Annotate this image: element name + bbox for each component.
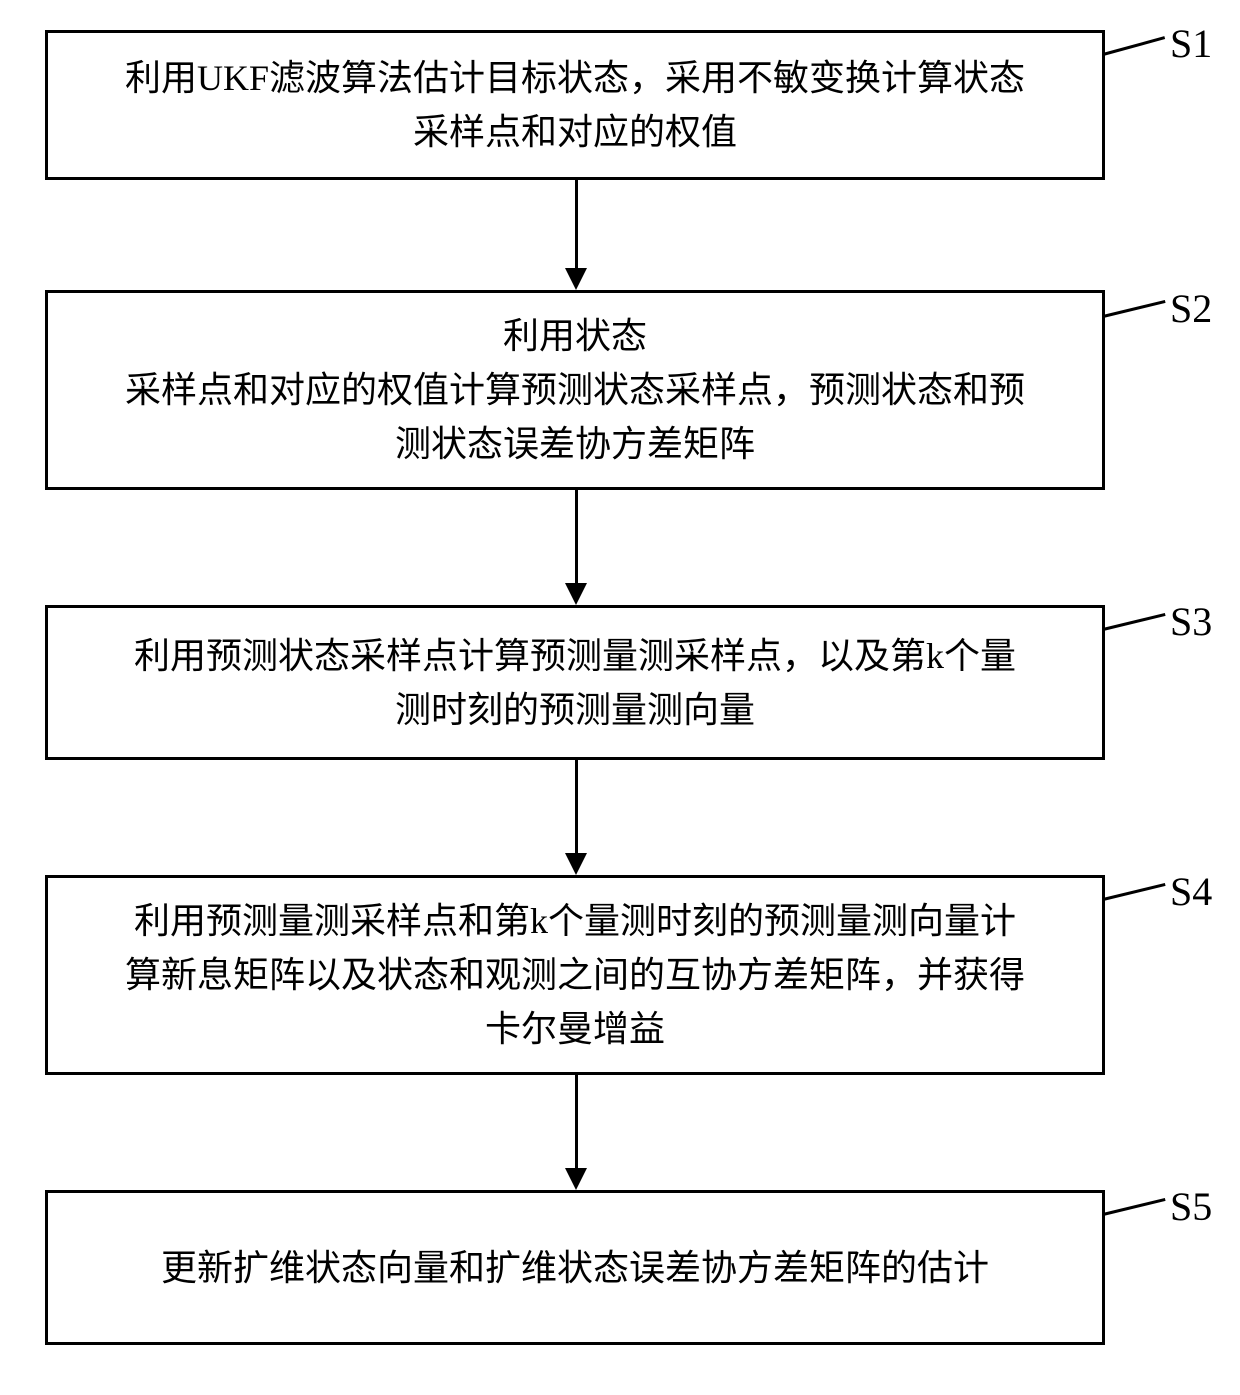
arrow-head-icon — [565, 853, 587, 875]
label-leader — [1103, 300, 1166, 318]
flow-step-label: S1 — [1170, 20, 1212, 67]
flow-node-text: 利用预测量测采样点和第k个量测时刻的预测量测向量计 算新息矩阵以及状态和观测之间… — [125, 894, 1025, 1056]
flow-node-S5: 更新扩维状态向量和扩维状态误差协方差矩阵的估计 — [45, 1190, 1105, 1345]
flow-node-text: 利用状态 采样点和对应的权值计算预测状态采样点，预测状态和预 测状态误差协方差矩… — [125, 309, 1025, 471]
label-leader — [1103, 1198, 1166, 1216]
flow-node-text: 更新扩维状态向量和扩维状态误差协方差矩阵的估计 — [161, 1241, 989, 1295]
arrow-head-icon — [565, 268, 587, 290]
flow-node-text: 利用UKF滤波算法估计目标状态，采用不敏变换计算状态 采样点和对应的权值 — [125, 51, 1025, 159]
flow-step-label: S5 — [1170, 1183, 1212, 1230]
flow-arrow — [575, 490, 578, 585]
label-leader — [1103, 613, 1166, 631]
flow-arrow — [575, 760, 578, 855]
label-leader — [1103, 36, 1166, 56]
arrow-head-icon — [565, 1168, 587, 1190]
flow-node-text: 利用预测状态采样点计算预测量测采样点，以及第k个量 测时刻的预测量测向量 — [134, 629, 1016, 737]
flow-arrow — [575, 180, 578, 270]
flow-step-label: S4 — [1170, 868, 1212, 915]
flow-node-S3: 利用预测状态采样点计算预测量测采样点，以及第k个量 测时刻的预测量测向量 — [45, 605, 1105, 760]
flow-node-S4: 利用预测量测采样点和第k个量测时刻的预测量测向量计 算新息矩阵以及状态和观测之间… — [45, 875, 1105, 1075]
arrow-head-icon — [565, 583, 587, 605]
flow-node-S2: 利用状态 采样点和对应的权值计算预测状态采样点，预测状态和预 测状态误差协方差矩… — [45, 290, 1105, 490]
flow-step-label: S3 — [1170, 598, 1212, 645]
label-leader — [1103, 883, 1166, 901]
flowchart-canvas: 利用UKF滤波算法估计目标状态，采用不敏变换计算状态 采样点和对应的权值 S1 利用… — [0, 0, 1240, 1395]
flow-step-label: S2 — [1170, 285, 1212, 332]
flow-arrow — [575, 1075, 578, 1170]
flow-node-S1: 利用UKF滤波算法估计目标状态，采用不敏变换计算状态 采样点和对应的权值 — [45, 30, 1105, 180]
